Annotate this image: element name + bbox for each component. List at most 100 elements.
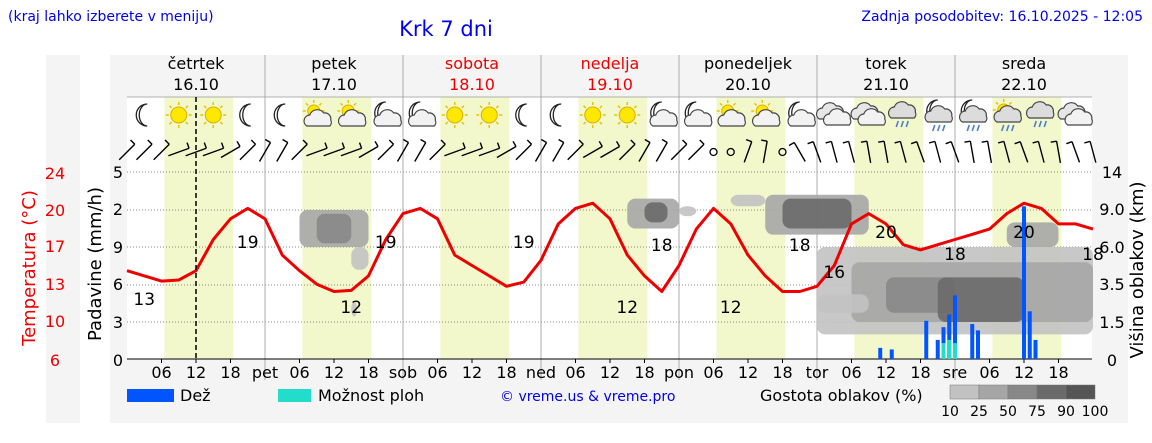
wind-barb [618, 139, 636, 161]
cloud-shape [683, 109, 713, 127]
credit-link[interactable]: © vreme.us & vreme.pro [500, 389, 675, 405]
moon-cloud-icon [787, 101, 816, 127]
wind-barb [743, 138, 753, 163]
wind-shaft [1089, 141, 1097, 163]
wind-feather [236, 140, 241, 147]
sun-ray [1008, 101, 1013, 105]
wind-calm-circle [778, 147, 787, 157]
x-hour-label: 12 [462, 363, 482, 382]
cloud-height-tick: 9.0 [1099, 200, 1124, 219]
wind-shaft [534, 142, 548, 162]
wind-barb [842, 140, 856, 163]
sun-shape [204, 106, 222, 124]
wind-feather [540, 138, 547, 144]
x-hour-label: 18 [772, 363, 792, 382]
cloud-block [316, 213, 352, 244]
wind-feather [479, 142, 483, 149]
temperature-label: 20 [875, 223, 897, 243]
cloud-shape [373, 109, 402, 127]
wind-shaft [414, 142, 427, 162]
temperature-tick: 6 [50, 351, 60, 370]
precipitation-tick: 0 [113, 351, 123, 370]
sun-ray [203, 105, 207, 109]
weather-icons [135, 99, 1093, 132]
cloud-shape [887, 101, 917, 119]
wind-shaft [168, 147, 190, 157]
sun-ray [339, 102, 344, 106]
temperature-label: 13 [133, 290, 155, 310]
left-axis-frame [46, 55, 80, 423]
wind-shaft [377, 143, 395, 161]
sun-ray [732, 102, 737, 106]
wind-barb [807, 141, 822, 163]
cloud-icon [815, 102, 852, 126]
wind-shaft [306, 147, 328, 157]
sun-ray [753, 102, 758, 106]
cloud-height-tick: 6.0 [1099, 238, 1124, 257]
wind-feather [374, 140, 379, 147]
cloud-block [817, 294, 869, 313]
moon-shape [273, 103, 286, 127]
wind-barb [1014, 141, 1029, 163]
wind-barb [638, 138, 651, 162]
wind-feather [164, 139, 170, 145]
day-name: nedelja [581, 54, 640, 73]
day-date: 17.10 [311, 75, 357, 94]
wind-feather [1050, 140, 1057, 143]
wind-calm-circle [726, 147, 735, 157]
rain-drop [905, 120, 910, 128]
wind-feather [842, 140, 849, 144]
cloud-block [351, 301, 357, 317]
wind-feather [682, 139, 688, 145]
wind-shaft [429, 143, 446, 161]
wind-feather [250, 139, 257, 145]
x-hour-label: 12 [738, 363, 758, 382]
day-date: 18.10 [449, 75, 495, 94]
wind-feather [878, 140, 885, 143]
day-name: torek [865, 54, 907, 73]
moon-icon [273, 103, 286, 127]
wind-feather [130, 139, 136, 145]
sun-ray [461, 121, 465, 125]
wind-shaft [202, 147, 224, 157]
x-hour-label: 18 [1048, 363, 1068, 382]
wind-feather [1084, 140, 1091, 144]
rain-bar [889, 349, 894, 359]
cloud-block [937, 277, 1024, 322]
rain-drop [895, 120, 900, 128]
wind-feather [186, 142, 190, 149]
wind-shaft [899, 141, 907, 163]
wind-feather [928, 140, 936, 144]
wind-barb [239, 139, 257, 161]
cloud-block [351, 247, 369, 270]
moon-shape [135, 103, 148, 127]
wind-barb [945, 141, 960, 163]
wind-shaft [258, 142, 272, 162]
wind-shaft [461, 147, 483, 157]
sun-cloud-icon [302, 100, 332, 127]
temperature-label: 18 [1082, 245, 1104, 265]
wind-shaft [950, 141, 960, 163]
x-day-label: pon [664, 363, 694, 382]
wind-shaft [986, 141, 993, 163]
temperature-label: 19 [237, 233, 259, 253]
wind-shaft [118, 143, 136, 161]
moon-cloud-icon [649, 101, 678, 127]
wind-feather [462, 142, 466, 149]
x-day-label: pet [252, 363, 278, 382]
wind-feather [526, 139, 533, 145]
shower-bar [947, 339, 952, 359]
temperature-label: 18 [789, 236, 811, 256]
wind-shaft [185, 147, 207, 157]
wind-shaft [670, 143, 688, 161]
sun-ray [719, 102, 723, 106]
location-hint[interactable]: (kraj lahko izberete v meniju) [8, 9, 214, 25]
moon-rain-icon [958, 99, 988, 132]
wind-barb [515, 139, 533, 161]
rain-drop [971, 124, 976, 132]
x-hour-label: 06 [151, 363, 171, 382]
wind-feather [788, 141, 795, 147]
sun-ray [583, 121, 587, 125]
rain-bar [924, 320, 929, 359]
sun-ray [169, 121, 173, 125]
